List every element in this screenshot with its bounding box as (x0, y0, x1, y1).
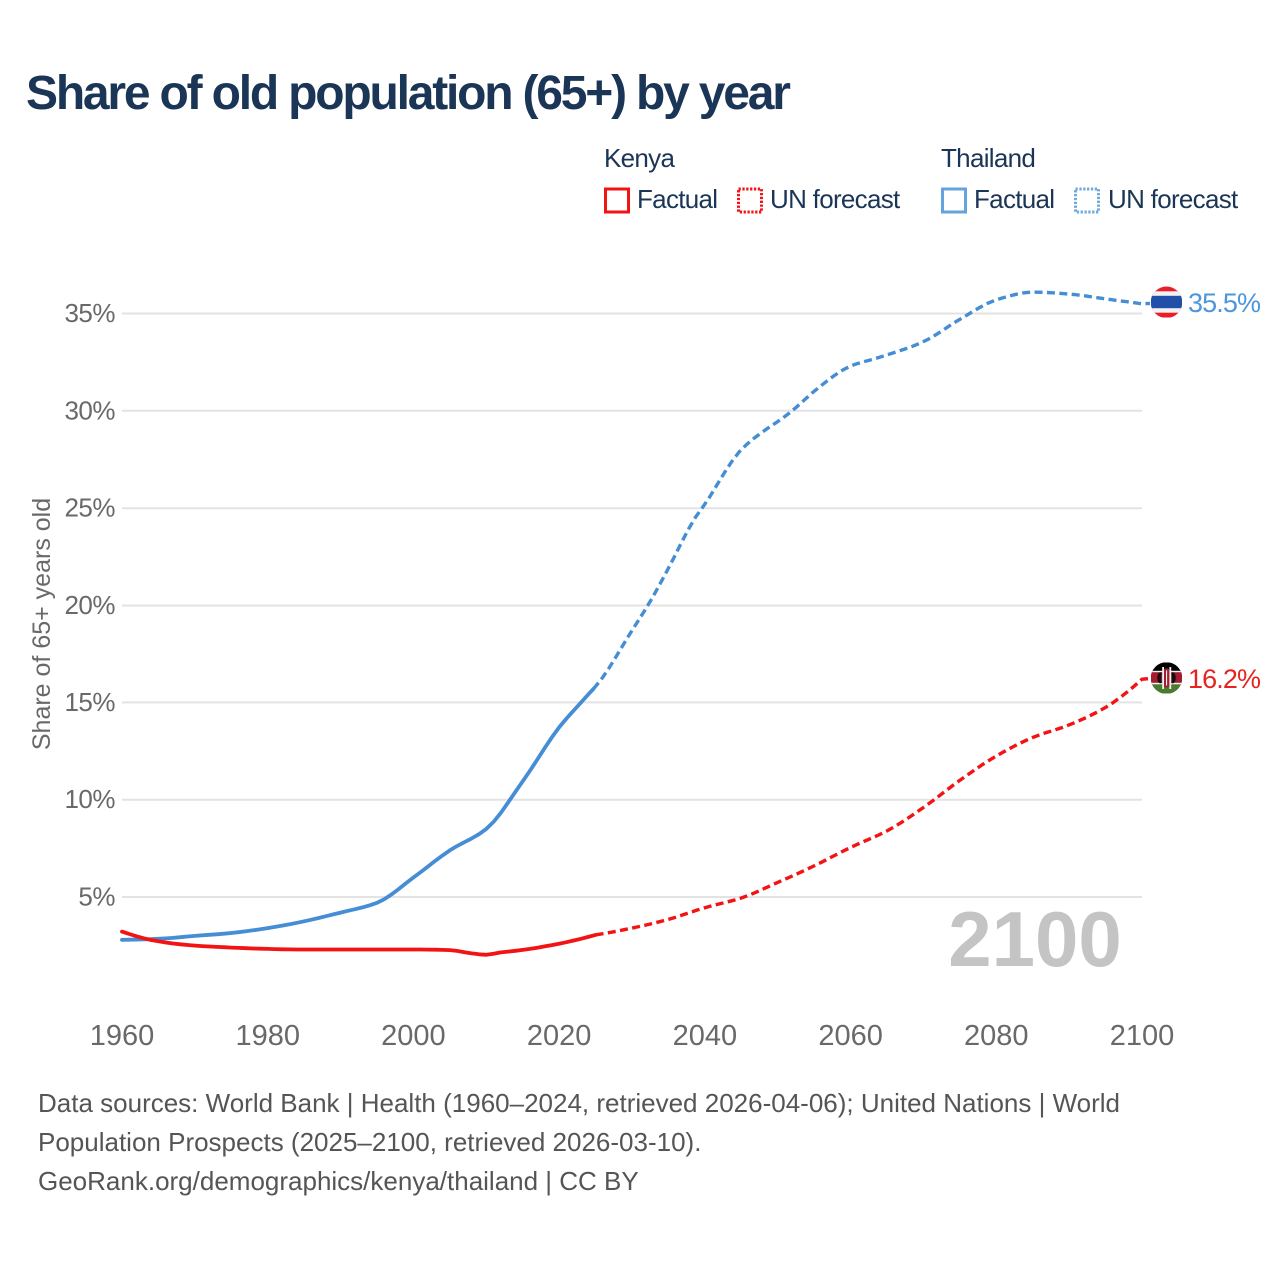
svg-text:Population Prospects (2025–210: Population Prospects (2025–2100, retriev… (38, 1127, 701, 1157)
svg-text:2100: 2100 (948, 895, 1122, 983)
svg-text:30%: 30% (64, 395, 115, 425)
svg-text:Thailand: Thailand (941, 143, 1035, 173)
svg-text:1960: 1960 (90, 1020, 155, 1052)
svg-text:UN forecast: UN forecast (1108, 184, 1239, 214)
svg-text:35%: 35% (64, 298, 115, 328)
svg-text:Factual: Factual (637, 184, 717, 214)
svg-text:2020: 2020 (527, 1020, 592, 1052)
svg-text:20%: 20% (64, 590, 115, 620)
svg-text:Share of old population (65+): Share of old population (65+) by year (26, 67, 790, 120)
svg-text:2040: 2040 (673, 1020, 738, 1052)
svg-text:2100: 2100 (1110, 1020, 1175, 1052)
svg-text:Factual: Factual (974, 184, 1054, 214)
svg-text:UN forecast: UN forecast (770, 184, 901, 214)
svg-text:1980: 1980 (235, 1020, 300, 1052)
svg-text:35.5%: 35.5% (1188, 288, 1261, 318)
svg-text:15%: 15% (64, 687, 115, 717)
svg-text:GeoRank.org/demographics/kenya: GeoRank.org/demographics/kenya/thailand … (38, 1166, 639, 1196)
svg-text:16.2%: 16.2% (1188, 664, 1261, 694)
svg-text:10%: 10% (64, 784, 115, 814)
svg-text:2000: 2000 (381, 1020, 446, 1052)
svg-text:Share of 65+ years old: Share of 65+ years old (28, 498, 56, 750)
svg-text:25%: 25% (64, 493, 115, 523)
svg-text:5%: 5% (78, 882, 115, 912)
svg-text:Kenya: Kenya (604, 143, 675, 173)
svg-text:Data sources: World Bank | Hea: Data sources: World Bank | Health (1960–… (38, 1088, 1120, 1118)
svg-text:2060: 2060 (818, 1020, 883, 1052)
svg-text:2080: 2080 (964, 1020, 1029, 1052)
